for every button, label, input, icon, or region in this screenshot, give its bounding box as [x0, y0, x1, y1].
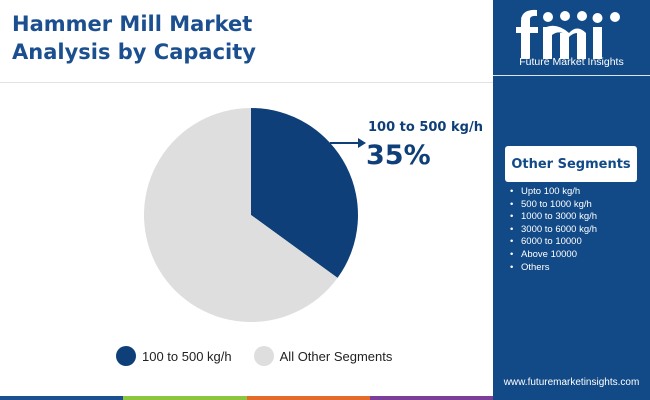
- chart-title: Hammer Mill Market Analysis by Capacity: [12, 10, 482, 66]
- chart-legend: 100 to 500 kg/h All Other Segments: [116, 346, 414, 366]
- callout-label: 100 to 500 kg/h: [368, 120, 483, 135]
- title-divider: [0, 82, 493, 83]
- website-url[interactable]: www.futuremarketinsights.com: [503, 377, 640, 388]
- sidebar-divider: [493, 75, 650, 76]
- other-segments-list: Upto 100 kg/h 500 to 1000 kg/h 1000 to 3…: [509, 186, 649, 274]
- title-line-2: Analysis by Capacity: [12, 40, 256, 64]
- legend-item-all-other: All Other Segments: [253, 346, 393, 366]
- callout-value: 35%: [366, 140, 431, 171]
- legend-label-all-other: All Other Segments: [279, 348, 393, 364]
- logo-text: Future Market Insights: [519, 56, 624, 68]
- legend-swatch-100-to-500: [116, 346, 136, 366]
- other-segment-item: 1000 to 3000 kg/h: [509, 211, 649, 224]
- footer-segment-orange: [246, 396, 370, 400]
- other-segments-header: Other Segments: [505, 146, 637, 182]
- legend-swatch-all-other: [253, 346, 274, 366]
- pie-slice-all-other-segments: [143, 108, 338, 322]
- other-segment-item: 500 to 1000 kg/h: [509, 199, 649, 212]
- other-segment-item: Above 10000: [509, 249, 649, 262]
- other-segment-item: 6000 to 10000: [509, 236, 649, 249]
- sidebar: Future Market Insights Other Segments Up…: [493, 0, 650, 400]
- title-line-1: Hammer Mill Market: [12, 12, 253, 36]
- other-segment-item: Upto 100 kg/h: [509, 186, 649, 199]
- other-segment-item: Others: [509, 262, 649, 275]
- callout-arrow-head: [358, 138, 366, 148]
- pie-slice-100-to-500-kg-h: [251, 108, 358, 278]
- legend-label-100-to-500: 100 to 500 kg/h: [142, 348, 232, 364]
- footer-segment-purple: [369, 396, 493, 400]
- other-segment-item: 3000 to 6000 kg/h: [509, 224, 649, 237]
- footer-segment-blue: [0, 396, 124, 400]
- footer-segment-green: [123, 396, 247, 400]
- footer-color-bar: [0, 396, 493, 400]
- fmi-logo: [516, 9, 620, 59]
- pie-chart: [143, 108, 366, 322]
- other-segments-title: Other Segments: [511, 156, 631, 172]
- legend-item-100-to-500: 100 to 500 kg/h: [116, 346, 232, 366]
